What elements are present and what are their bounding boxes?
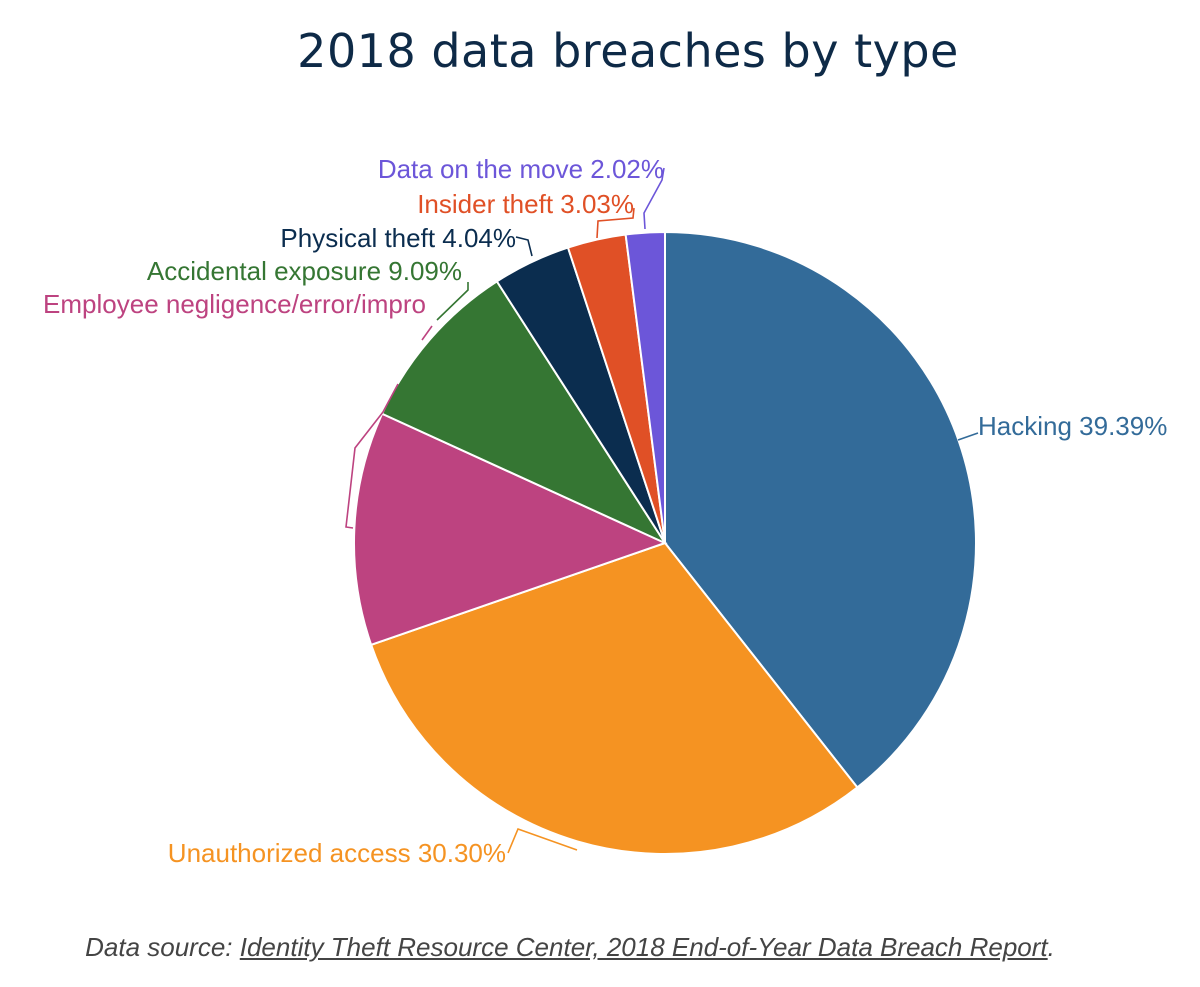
- pie-slice-1: [664, 230, 977, 789]
- data-source-note: Data source: Identity Theft Resource Cen…: [0, 932, 1140, 963]
- chart-title: 2018 data breaches by type: [297, 24, 959, 78]
- pie-slice-7: [624, 230, 666, 544]
- slice-labels: Hacking 39.39% Unauthorized access 30.30%…: [43, 154, 1167, 868]
- source-link[interactable]: Identity Theft Resource Center, 2018 End…: [239, 932, 1048, 962]
- slice-label-2: Unauthorized access 30.30%: [168, 838, 506, 868]
- slice-label-3: Employee negligence/error/impro: [43, 289, 426, 319]
- source-prefix: Data source:: [85, 932, 240, 962]
- pie-slice-2: [369, 541, 859, 855]
- slice-label-4: Accidental exposure 9.09%: [147, 256, 462, 286]
- source-suffix: .: [1047, 932, 1055, 962]
- pie-slices: [353, 230, 977, 855]
- pie-slice-3: [353, 412, 668, 647]
- leader-line-2: [507, 827, 578, 854]
- slice-label-7: Data on the move 2.02%: [378, 154, 664, 184]
- leader-line-1: [957, 432, 979, 441]
- slice-label-5: Physical theft 4.04%: [280, 223, 516, 253]
- leader-line-5: [515, 236, 533, 257]
- leader-line-7: [643, 167, 665, 230]
- leader-line-3: [345, 325, 433, 529]
- leader-line-4: [436, 282, 469, 321]
- leader-lines: [345, 167, 979, 854]
- leader-line-6: [596, 207, 635, 239]
- slice-label-1: Hacking 39.39%: [978, 411, 1167, 441]
- slice-label-6: Insider theft 3.03%: [417, 189, 634, 219]
